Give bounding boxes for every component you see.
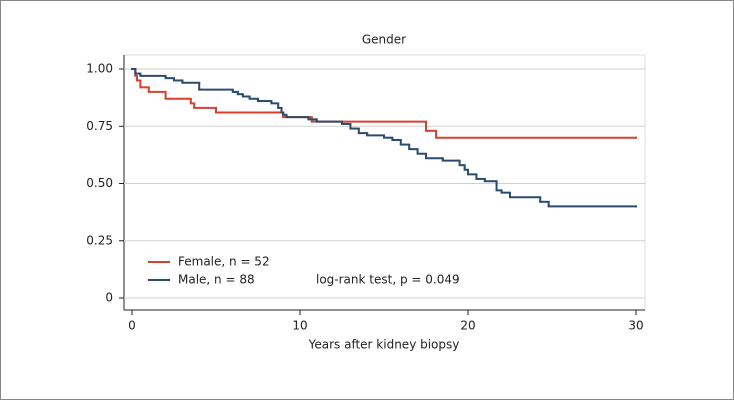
annotation: log-rank test, p = 0.049 — [316, 273, 460, 287]
y-tick-label: 0.25 — [86, 233, 113, 247]
y-tick-label: 0 — [105, 291, 113, 305]
x-tick-label: 0 — [128, 319, 136, 333]
x-tick-label: 20 — [460, 319, 475, 333]
x-axis-label: Years after kidney biopsy — [308, 338, 460, 352]
chart-title: Gender — [362, 33, 406, 47]
y-tick-label: 1.00 — [86, 62, 113, 76]
y-tick-label: 0.75 — [86, 119, 113, 133]
y-tick-label: 0.50 — [86, 176, 113, 190]
legend-label: Female, n = 52 — [178, 255, 270, 269]
x-tick-label: 10 — [292, 319, 307, 333]
legend-label: Male, n = 88 — [178, 273, 255, 287]
x-tick-label: 30 — [628, 319, 643, 333]
